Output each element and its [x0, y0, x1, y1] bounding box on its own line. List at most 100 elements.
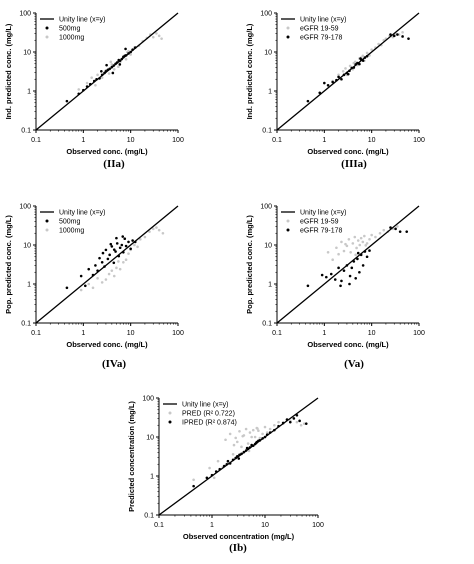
data-point [100, 261, 104, 264]
data-point [139, 238, 142, 241]
data-point [124, 244, 128, 248]
data-point [106, 257, 110, 261]
data-point [329, 272, 333, 276]
x-tick-label: 0.1 [272, 137, 282, 144]
data-point [122, 261, 125, 264]
caption-IIa: (IIa) [103, 158, 125, 170]
data-point [77, 88, 81, 91]
data-point [323, 81, 326, 85]
data-point [251, 428, 255, 432]
data-point [358, 270, 361, 274]
data-point [253, 435, 257, 439]
data-point [340, 240, 343, 244]
data-point [110, 269, 114, 272]
data-point [344, 67, 347, 70]
data-point [257, 429, 260, 433]
data-point [298, 419, 301, 423]
data-point [359, 236, 363, 240]
chart-Va: 0.1 1 10 100 0.1 1 10 100 Observed conc. (mg/L) P… [245, 204, 425, 350]
data-point [342, 249, 346, 253]
data-point [112, 248, 116, 251]
data-point [368, 249, 371, 252]
data-point [361, 54, 365, 58]
data-point [107, 272, 111, 276]
data-point [348, 274, 352, 278]
data-point [112, 261, 116, 265]
x-tick-label: 1 [81, 137, 85, 144]
x-tick-label: 100 [172, 330, 184, 337]
data-point [98, 256, 101, 260]
data-point [353, 235, 357, 239]
y-axis-label: Pop. predicted conc. (mg/L) [245, 215, 254, 314]
x-tick-label: 0.1 [154, 522, 164, 529]
data-point [115, 266, 118, 270]
legend-unity-label: Unity line (x=y) [59, 210, 105, 217]
data-point [108, 253, 111, 257]
data-point [337, 252, 340, 256]
y-tick-label: 10 [264, 50, 272, 57]
y-tick-label: 0.1 [262, 128, 272, 135]
data-point [396, 225, 399, 228]
data-point [109, 60, 113, 64]
data-point [100, 76, 104, 79]
x-tick-label: 0.1 [31, 330, 41, 337]
legend-label: IPRED (R² 0.874) [182, 420, 237, 427]
data-point [247, 449, 251, 453]
data-point [235, 440, 239, 444]
chart-IVa: 0.1 1 10 100 0.1 1 10 100 Observed conc. (mg/L) P… [4, 204, 184, 350]
data-point [331, 258, 334, 261]
data-point [326, 250, 330, 254]
data-point [354, 277, 358, 280]
data-point [79, 274, 83, 278]
data-point [356, 239, 360, 242]
data-point [115, 242, 119, 245]
x-tick-label: 100 [172, 137, 184, 144]
data-point [148, 230, 151, 233]
data-point [131, 239, 134, 242]
chart-IIIa: 0.1 1 10 100 0.1 1 10 100 Observed conc. (mg/L) I… [245, 11, 425, 157]
data-point [123, 237, 127, 241]
x-tick-label: 0.1 [272, 330, 282, 337]
data-point [105, 63, 108, 67]
data-point [124, 258, 128, 261]
data-point [216, 459, 220, 463]
legend-label: 1000mg [59, 228, 84, 235]
data-point [335, 246, 338, 250]
data-point [114, 250, 117, 253]
data-point [365, 242, 369, 245]
data-point [94, 264, 97, 267]
y-axis-label: Ind. predicted conc. (mg/L) [4, 23, 13, 119]
data-point [240, 445, 243, 449]
data-point [96, 73, 99, 77]
data-point [261, 432, 264, 436]
legend-marker [286, 26, 290, 30]
legend-marker [45, 35, 49, 39]
y-tick-label: 100 [260, 204, 272, 211]
legend-marker [168, 411, 172, 415]
unity-line [35, 205, 179, 324]
data-point [361, 264, 365, 267]
data-point [258, 436, 262, 440]
data-point [157, 34, 161, 38]
data-point [277, 420, 280, 424]
y-tick-label: 10 [146, 435, 154, 442]
data-point [364, 244, 368, 247]
data-point [352, 61, 356, 65]
caption-IIIa: (IIIa) [341, 158, 367, 170]
data-point [361, 240, 365, 244]
data-point [115, 236, 118, 240]
x-tick-label: 100 [413, 330, 425, 337]
data-point [354, 253, 358, 257]
x-tick-label: 100 [413, 137, 425, 144]
data-point [246, 442, 250, 445]
data-point [96, 277, 99, 280]
data-point [151, 227, 155, 231]
y-tick-label: 100 [260, 11, 272, 18]
legend-unity-label: Unity line (x=y) [182, 402, 228, 409]
data-point [129, 53, 132, 56]
data-point [356, 251, 360, 255]
legend-unity-label: Unity line (x=y) [300, 17, 346, 24]
data-point [337, 266, 340, 270]
data-point [118, 63, 122, 66]
legend-label: eGFR 19-59 [300, 26, 339, 33]
